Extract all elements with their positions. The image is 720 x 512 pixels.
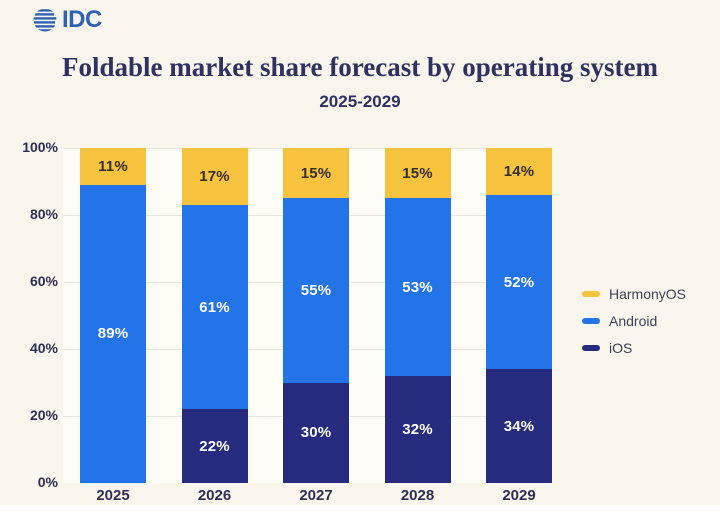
y-tick-label: 80% xyxy=(29,206,58,222)
idc-logo: IDC xyxy=(32,6,102,34)
chart-title: Foldable market share forecast by operat… xyxy=(62,52,658,82)
bar-segment-ios: 30% xyxy=(283,382,349,483)
legend-swatch-icon xyxy=(582,290,600,297)
segment-value-label: 22% xyxy=(199,437,230,455)
bottom-edge-strip xyxy=(0,505,720,512)
bar-2028: 32% 53% 15% xyxy=(384,148,451,483)
bar-2025: 89% 11% xyxy=(80,148,146,483)
bar-2027: 30% 55% 15% xyxy=(283,148,349,483)
bar-segment-harmonyos: 15% xyxy=(283,148,349,199)
segment-value-label: 32% xyxy=(402,420,433,438)
legend-label: Android xyxy=(609,312,658,329)
bar-2026: 22% 61% 17% xyxy=(181,148,248,483)
legend-item-ios: iOS xyxy=(582,334,686,361)
bar-2029: 34% 52% 14% xyxy=(486,148,552,483)
bar-segment-harmonyos: 17% xyxy=(181,148,248,205)
segment-value-label: 52% xyxy=(503,273,535,291)
segment-value-label: 53% xyxy=(402,278,433,296)
legend-item-harmonyos: HarmonyOS xyxy=(582,280,686,307)
bar-segment-android: 61% xyxy=(181,204,248,410)
idc-logo-text: IDC xyxy=(62,6,102,33)
bar-segment-android: 53% xyxy=(384,198,451,376)
bar-segment-android: 89% xyxy=(80,184,146,483)
y-tick-label: 20% xyxy=(29,407,58,423)
segment-value-label: 15% xyxy=(300,164,332,182)
bar-segment-harmonyos: 14% xyxy=(486,148,552,195)
legend-label: iOS xyxy=(609,339,633,356)
segment-value-label: 89% xyxy=(97,325,129,343)
x-tick-label-2026: 2026 xyxy=(197,487,232,504)
x-tick-label-2028: 2028 xyxy=(400,487,435,504)
bar-segment-harmonyos: 11% xyxy=(80,148,146,185)
bar-segment-ios: 34% xyxy=(486,369,552,483)
legend-label: HarmonyOS xyxy=(609,285,687,302)
x-tick-label-2027: 2027 xyxy=(299,487,333,504)
x-tick-label-2029: 2029 xyxy=(502,487,536,504)
segment-value-label: 34% xyxy=(503,417,535,435)
striped-globe-icon xyxy=(32,6,59,34)
bar-segment-android: 52% xyxy=(486,194,552,370)
segment-value-label: 30% xyxy=(300,424,332,442)
legend-swatch-icon xyxy=(582,317,600,324)
bar-segment-android: 55% xyxy=(283,198,349,383)
y-tick-label: 40% xyxy=(29,340,58,356)
bar-segment-harmonyos: 15% xyxy=(384,148,451,199)
plot-area: 89% 11% 22% 61% 17% 30% 55% 15% 32% 53% 15% 34% 52% 1… xyxy=(63,148,552,483)
legend: HarmonyOS Android iOS xyxy=(582,280,686,361)
legend-item-android: Android xyxy=(582,307,686,334)
segment-value-label: 17% xyxy=(199,167,230,185)
chart-subtitle: 2025-2029 xyxy=(319,92,401,111)
segment-value-label: 55% xyxy=(300,281,332,299)
segment-value-label: 11% xyxy=(98,157,128,175)
segment-value-label: 14% xyxy=(503,162,535,180)
y-tick-label: 100% xyxy=(22,139,58,155)
y-tick-label: 60% xyxy=(29,273,58,289)
x-tick-label-2025: 2025 xyxy=(96,487,130,504)
bar-segment-ios: 22% xyxy=(181,409,248,483)
legend-swatch-icon xyxy=(582,344,600,351)
segment-value-label: 61% xyxy=(199,298,230,316)
bar-segment-ios: 32% xyxy=(384,375,451,483)
y-tick-label: 0% xyxy=(37,474,58,490)
segment-value-label: 15% xyxy=(402,164,433,182)
